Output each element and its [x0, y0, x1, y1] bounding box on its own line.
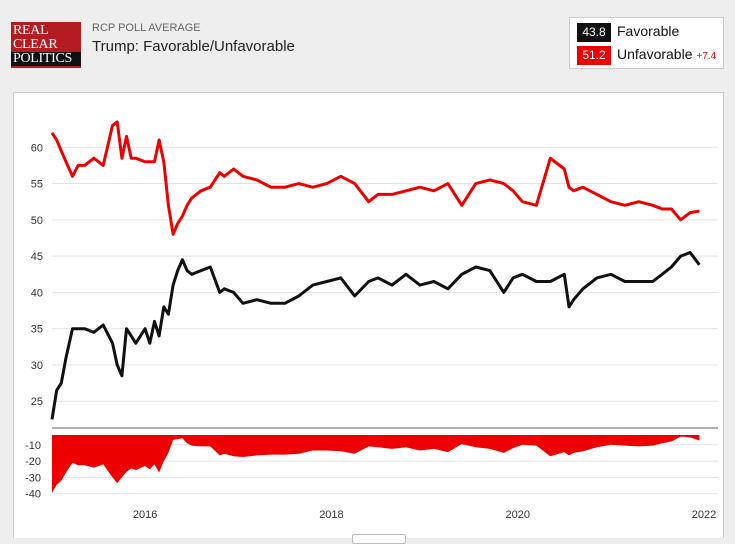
x-tick-label: 2016	[133, 509, 157, 521]
x-tick-label: 2022	[692, 509, 716, 521]
series-line-favorable	[50, 251, 701, 420]
logo-line-3: POLITICS	[11, 52, 81, 66]
legend: 43.8 Favorable 51.2 Unfavorable +7.4	[569, 17, 724, 69]
unfavorable-label: Unfavorable	[617, 46, 693, 62]
series-line-unfavorable	[50, 120, 700, 236]
logo-line-1: REAL	[13, 23, 49, 38]
y-tick-label: 55	[31, 179, 43, 191]
legend-unfavorable[interactable]: 51.2 Unfavorable +7.4	[577, 46, 716, 66]
legend-favorable[interactable]: 43.8 Favorable	[577, 23, 679, 43]
spread-tick-label: -30	[25, 472, 41, 484]
y-tick-label: 40	[31, 287, 43, 299]
y-tick-label: 60	[31, 142, 43, 154]
x-tick-label: 2018	[319, 509, 343, 521]
spread-tick-label: -40	[25, 489, 41, 501]
chart-title: Trump: Favorable/Unfavorable	[92, 38, 295, 55]
spread-area	[52, 435, 700, 493]
y-tick-label: 35	[31, 324, 43, 336]
favorable-value: 43.8	[577, 23, 611, 42]
chart-svg[interactable]: 25 30 35 40 45 50 55 60 -10 -20 -30 -40 2016 2018 2020…	[14, 93, 723, 539]
spread-value: +7.4	[696, 51, 717, 62]
chart-subtitle: RCP POLL AVERAGE	[92, 22, 201, 34]
unfavorable-value: 51.2	[577, 46, 611, 65]
logo-line-2: CLEAR	[13, 37, 58, 52]
y-tick-label: 45	[31, 251, 43, 263]
y-tick-label: 30	[31, 360, 43, 372]
spread-tick-label: -20	[25, 456, 41, 468]
y-tick-label: 25	[31, 396, 43, 408]
y-tick-label: 50	[31, 215, 43, 227]
favorable-label: Favorable	[617, 23, 680, 39]
x-tick-label: 2020	[505, 509, 529, 521]
range-selector-handle[interactable]	[352, 534, 406, 544]
header: REAL CLEAR POLITICS RCP POLL AVERAGE Tru…	[0, 0, 735, 88]
chart-panel: 25 30 35 40 45 50 55 60 -10 -20 -30 -40 2016 2018 2020…	[13, 92, 724, 538]
spread-tick-label: -10	[25, 440, 41, 452]
rcp-logo[interactable]: REAL CLEAR POLITICS	[11, 22, 81, 68]
